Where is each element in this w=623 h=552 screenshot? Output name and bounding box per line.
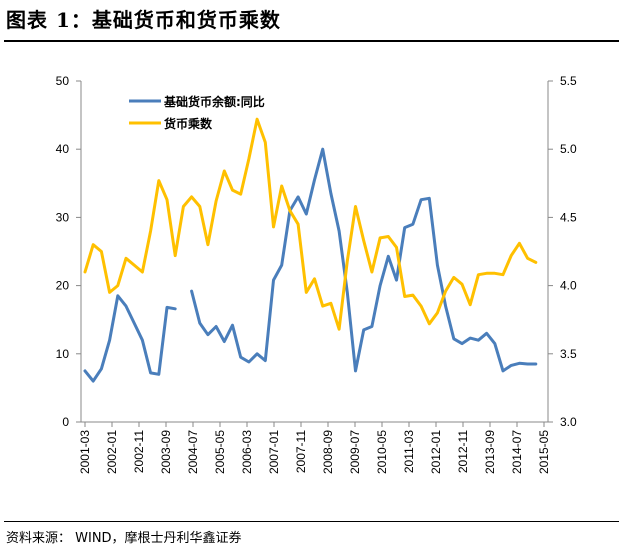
- left-tick-label: 10: [56, 347, 70, 361]
- x-tick-label: 2010-05: [375, 430, 389, 474]
- x-tick-label: 2002-11: [132, 430, 146, 473]
- x-tick-label: 2014-07: [510, 430, 524, 474]
- right-tick-label: 4.5: [560, 210, 577, 224]
- x-tick-label: 2001-03: [78, 430, 92, 474]
- left-tick-label: 40: [56, 142, 70, 156]
- legend-item-money-multiplier-label: 货币乘数: [164, 116, 213, 131]
- chart: 0 10 20 30 40 50 3.0 3.5 4.0 4.5 5.0 5.5 2001-03 2002…: [56, 74, 577, 474]
- x-tick-label: 2012-01: [429, 430, 443, 474]
- x-tick-label: 2007-11: [294, 430, 308, 473]
- x-tick-label: 2012-11: [456, 430, 470, 473]
- x-tick-label: 2003-09: [159, 430, 173, 474]
- right-tick-label: 3.5: [560, 347, 577, 361]
- right-tick-label: 5.0: [560, 142, 577, 156]
- legend-item-base-money-yoy-label: 基础货币余额:同比: [163, 94, 265, 109]
- chart-axes: 0 10 20 30 40 50 3.0 3.5 4.0 4.5 5.0 5.5 2001-03 2002…: [56, 74, 577, 474]
- x-tick-label: 2007-01: [267, 430, 281, 474]
- source-rule: [4, 521, 619, 522]
- right-tick-label: 5.5: [560, 74, 577, 88]
- x-tick-label: 2009-07: [348, 430, 362, 474]
- right-tick-label: 3.0: [560, 415, 577, 429]
- series-line-money-multiplier: [83, 117, 538, 331]
- x-tick-label: 2008-09: [321, 430, 335, 474]
- left-tick-label: 0: [62, 415, 69, 429]
- x-tick-label: 2006-03: [240, 430, 254, 474]
- x-tick-label: 2015-05: [537, 430, 551, 474]
- source-note: 资料来源： WIND，摩根士丹利华鑫证券: [6, 531, 242, 546]
- title-rule: [4, 40, 619, 42]
- right-tick-label: 4.0: [560, 279, 577, 293]
- left-tick-label: 20: [56, 279, 70, 293]
- x-tick-label: 2004-07: [186, 430, 200, 474]
- figure-title: 图表 1：基础货币和货币乘数: [6, 8, 281, 32]
- left-tick-label: 30: [56, 210, 70, 224]
- x-tick-label: 2013-09: [483, 430, 497, 474]
- x-tick-label: 2005-05: [213, 430, 227, 474]
- x-tick-label: 2011-03: [402, 430, 416, 473]
- series-line-base-money-yoy: [83, 147, 538, 383]
- left-tick-label: 50: [56, 74, 70, 88]
- chart-series: [83, 117, 538, 383]
- x-tick-label: 2002-01: [105, 430, 119, 474]
